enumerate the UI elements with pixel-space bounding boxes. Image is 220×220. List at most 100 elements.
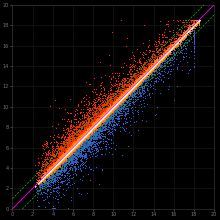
Point xyxy=(43,160,46,163)
Point xyxy=(70,131,74,135)
Point xyxy=(69,149,72,152)
Point xyxy=(62,155,65,159)
Point xyxy=(197,20,201,24)
Point xyxy=(65,156,68,159)
Point xyxy=(104,112,108,116)
Point xyxy=(144,69,147,72)
Point xyxy=(64,158,68,161)
Point xyxy=(111,104,115,108)
Point xyxy=(160,58,163,62)
Point xyxy=(73,115,76,118)
Point xyxy=(55,162,58,165)
Point xyxy=(125,107,128,110)
Point xyxy=(66,153,70,156)
Point xyxy=(75,141,79,145)
Point xyxy=(81,134,84,138)
Point xyxy=(123,94,126,97)
Point xyxy=(104,109,107,113)
Point xyxy=(139,61,142,64)
Point xyxy=(66,152,70,156)
Point xyxy=(128,88,131,92)
Point xyxy=(87,131,90,134)
Point xyxy=(84,154,88,157)
Point xyxy=(51,184,55,187)
Point xyxy=(44,173,48,177)
Point xyxy=(95,138,98,141)
Point xyxy=(57,159,61,162)
Point xyxy=(111,106,114,110)
Point xyxy=(69,152,72,156)
Point xyxy=(100,115,103,119)
Point xyxy=(44,153,48,157)
Point xyxy=(69,148,72,152)
Point xyxy=(139,91,142,95)
Point xyxy=(97,120,100,123)
Point xyxy=(178,39,181,43)
Point xyxy=(126,83,129,86)
Point xyxy=(124,93,127,96)
Point xyxy=(112,106,115,110)
Point xyxy=(91,125,95,129)
Point xyxy=(192,20,196,24)
Point xyxy=(87,149,90,153)
Point xyxy=(46,156,49,160)
Point xyxy=(120,90,124,93)
Point xyxy=(77,135,80,138)
Point xyxy=(72,137,75,140)
Point xyxy=(68,145,72,149)
Point xyxy=(98,119,102,122)
Point xyxy=(197,19,201,22)
Point xyxy=(193,24,197,28)
Point xyxy=(160,55,163,59)
Point xyxy=(116,91,120,94)
Point xyxy=(103,114,106,117)
Point xyxy=(76,104,79,108)
Point xyxy=(68,141,72,144)
Point xyxy=(66,160,70,164)
Point xyxy=(89,129,92,132)
Point xyxy=(48,167,52,170)
Point xyxy=(79,141,82,144)
Point xyxy=(123,77,126,81)
Point xyxy=(134,84,137,88)
Point xyxy=(53,167,56,171)
Point xyxy=(43,187,47,190)
Point xyxy=(113,104,116,108)
Point xyxy=(106,113,109,116)
Point xyxy=(65,152,68,155)
Point xyxy=(156,49,159,52)
Point xyxy=(135,82,138,85)
Point xyxy=(140,81,144,84)
Point xyxy=(154,80,158,84)
Point xyxy=(92,124,95,127)
Point xyxy=(108,103,112,106)
Point xyxy=(128,72,131,76)
Point xyxy=(164,35,167,38)
Point xyxy=(157,59,160,62)
Point xyxy=(99,114,103,118)
Point xyxy=(163,51,167,55)
Point xyxy=(94,137,98,140)
Point xyxy=(51,166,55,170)
Point xyxy=(84,133,88,137)
Point xyxy=(78,144,81,148)
Point xyxy=(74,143,78,146)
Point xyxy=(50,170,53,173)
Point xyxy=(88,178,92,182)
Point xyxy=(72,146,75,150)
Point xyxy=(182,55,185,58)
Point xyxy=(108,108,112,112)
Point xyxy=(40,178,43,182)
Point xyxy=(74,139,78,143)
Point xyxy=(55,172,59,176)
Point xyxy=(101,113,105,117)
Point xyxy=(97,105,101,108)
Point xyxy=(38,192,42,195)
Point xyxy=(153,65,157,68)
Point xyxy=(79,155,82,158)
Point xyxy=(92,125,95,128)
Point xyxy=(131,91,134,95)
Point xyxy=(63,148,66,152)
Point xyxy=(83,134,86,138)
Point xyxy=(53,170,57,174)
